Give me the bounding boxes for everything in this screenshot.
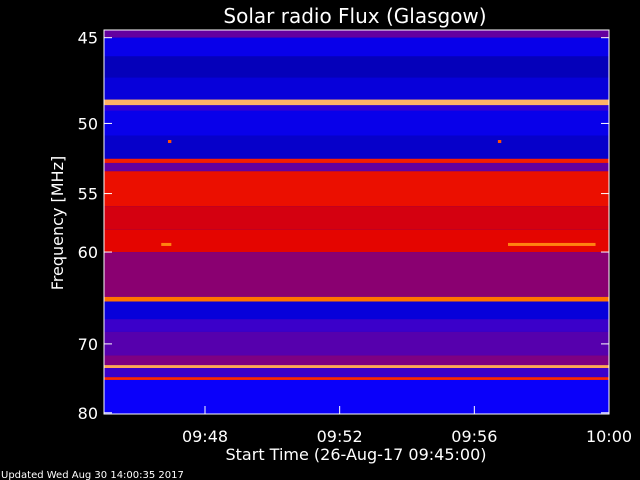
- spectrum-band: [104, 135, 609, 159]
- spectrum-band: [104, 56, 609, 78]
- spectrum-band: [104, 206, 609, 230]
- x-tick-label: 10:00: [586, 427, 632, 446]
- chart-title: Solar radio Flux (Glasgow): [223, 4, 486, 28]
- spectrum-band: [104, 105, 609, 111]
- spectrum-band: [104, 252, 609, 297]
- spectrum-band: [104, 229, 609, 253]
- y-axis-title: Frequency [MHz]: [48, 156, 67, 290]
- spectrum-band: [104, 319, 609, 332]
- spectrum-band: [104, 77, 609, 100]
- spectrum-band: [104, 99, 609, 106]
- burst-mark: [497, 140, 502, 144]
- x-tick-label: 09:52: [317, 427, 363, 446]
- spectrum-band: [104, 110, 609, 136]
- x-tick-label: 09:56: [451, 427, 497, 446]
- spectrum-band: [104, 331, 609, 356]
- spectrum-band: [104, 296, 609, 302]
- spectrum-band: [104, 377, 609, 380]
- x-tick-label: 09:48: [182, 427, 228, 446]
- spectrum-band: [104, 171, 609, 207]
- y-axis: 45 50 55 60 70 80: [78, 29, 609, 423]
- updated-timestamp: Updated Wed Aug 30 14:00:35 2017: [1, 470, 184, 480]
- spectrum-band: [104, 355, 609, 366]
- spectrum-band: [104, 162, 609, 172]
- plot-frame: [103, 29, 610, 415]
- spectrum-band: [104, 158, 609, 163]
- spectrum-band: [104, 365, 609, 368]
- y-tick-label: 50: [78, 114, 98, 133]
- spectrum-band: [104, 37, 609, 57]
- y-tick-label: 55: [78, 185, 98, 204]
- spectrum-band: [104, 301, 609, 320]
- x-axis: 09:48 09:52 09:56 10:00: [182, 406, 632, 446]
- spectrum-band: [104, 367, 609, 378]
- burst-mark: [161, 242, 172, 246]
- x-axis-title: Start Time (26-Aug-17 09:45:00): [226, 445, 487, 464]
- y-tick-label: 70: [78, 335, 98, 354]
- burst-mark: [167, 140, 172, 144]
- y-tick-label: 80: [78, 404, 98, 423]
- plot-area: [104, 30, 609, 414]
- burst-overlays: [161, 140, 596, 246]
- y-tick-label: 45: [78, 29, 98, 48]
- y-tick-label: 60: [78, 243, 98, 262]
- spectrum-band: [104, 379, 609, 414]
- spectrum-band: [104, 30, 609, 38]
- burst-mark: [508, 242, 596, 246]
